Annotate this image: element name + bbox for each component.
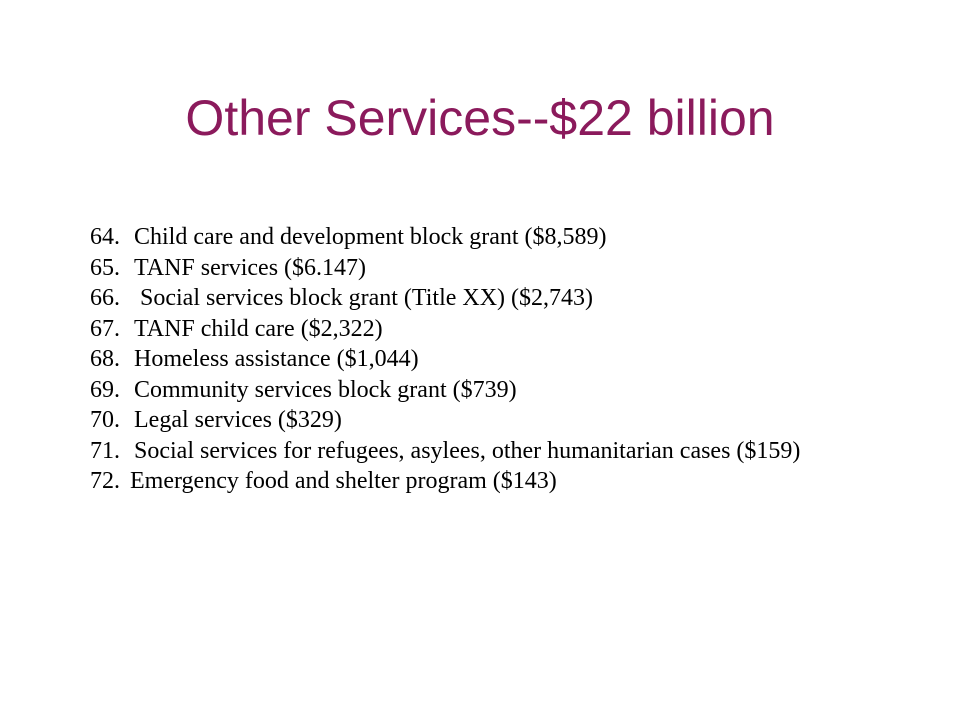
list-item: 72. Emergency food and shelter program ($…: [90, 466, 800, 497]
item-text: TANF services ($6.147): [134, 254, 367, 281]
list-item: 67. TANF child care ($2,322): [90, 314, 800, 345]
item-text: Child care and development block grant (…: [134, 224, 607, 250]
list-item: 69. Community services block grant ($739): [90, 375, 800, 406]
item-number: 72.: [90, 468, 120, 494]
item-number: 66.: [90, 285, 120, 311]
list-item: 68. Homeless assistance ($1,044): [90, 344, 800, 375]
item-number: 69.: [90, 376, 120, 403]
list-item: 70. Legal services ($329): [90, 405, 800, 436]
item-text: Legal services ($329): [134, 407, 342, 433]
item-text: Homeless assistance ($1,044): [134, 346, 419, 372]
item-number: 67.: [90, 315, 120, 342]
item-number: 64.: [90, 224, 120, 250]
item-number: 68.: [90, 346, 120, 372]
item-text: Social services for refugees, asylees, o…: [134, 437, 801, 464]
list-item: 66. Social services block grant (Title X…: [90, 283, 800, 314]
slide-title: Other Services--$22 billion: [185, 90, 775, 146]
list-item: 64. Child care and development block gran…: [90, 222, 800, 253]
list-item: 65. TANF services ($6.147): [90, 253, 800, 284]
list-item: 71. Social services for refugees, asylees…: [90, 436, 800, 467]
item-text: Community services block grant ($739): [134, 376, 517, 403]
item-text: Social services block grant (Title XX) (…: [134, 285, 594, 311]
item-number: 71.: [90, 437, 120, 464]
item-text: Emergency food and shelter program ($143…: [130, 468, 557, 494]
program-list: 64. Child care and development block gran…: [90, 222, 800, 497]
item-number: 70.: [90, 407, 120, 433]
item-text: TANF child care ($2,322): [134, 315, 383, 342]
item-number: 65.: [90, 254, 120, 281]
